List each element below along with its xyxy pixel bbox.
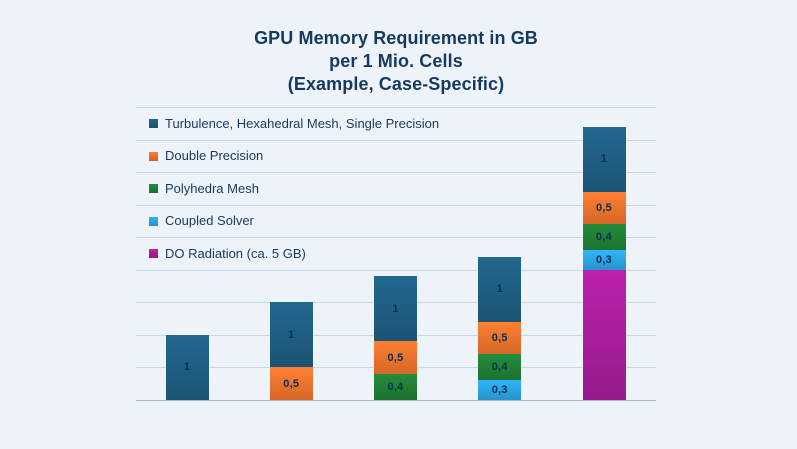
chart-title-line-2: per 1 Mio. Cells (329, 51, 463, 71)
legend-item: Polyhedra Mesh (149, 172, 259, 205)
legend-color-swatch (149, 151, 158, 161)
legend-item: Turbulence, Hexahedral Mesh, Single Prec… (149, 107, 439, 140)
bar-segment: 0,4 (478, 354, 522, 381)
chart-title-line-3: (Example, Case-Specific) (287, 74, 505, 94)
chart-title-line-1: GPU Memory Requirement in GB (254, 28, 538, 48)
segment-value-label: 0,5 (283, 377, 300, 390)
legend-item-label: DO Radiation (ca. 5 GB) (165, 245, 306, 261)
bar-segment: 0,3 (478, 380, 522, 400)
segment-value-label: 0,3 (491, 384, 508, 397)
bar-segment: 1 (165, 334, 209, 400)
segment-value-label: 0,5 (491, 332, 508, 345)
segment-value-label: 0,4 (491, 361, 508, 374)
segment-value-label: 1 (496, 283, 503, 296)
bar-segment: 0,5 (374, 341, 417, 374)
bar: 0,5 1 (269, 302, 313, 400)
segment-value-label: 0,3 (596, 254, 612, 267)
segment-value-label: 1 (183, 361, 191, 374)
legend-color-swatch (149, 249, 158, 259)
legend-color-swatch (149, 184, 158, 194)
gridline (136, 269, 656, 271)
legend-item-label: Coupled Solver (165, 213, 254, 229)
segment-value-label: 1 (600, 153, 608, 166)
gridline (136, 172, 656, 174)
legend-item: Coupled Solver (149, 205, 254, 238)
bar-segment: 1 (582, 126, 626, 192)
bar-segment: 0,5 (478, 321, 522, 355)
bar: 0,3 0,4 0,5 1 (582, 126, 626, 400)
segment-value-label: 1 (288, 328, 295, 341)
bar: 0,4 0,5 1 (374, 276, 417, 400)
legend-color-swatch (149, 119, 158, 129)
legend-color-swatch (149, 216, 158, 226)
bar: 0,3 0,4 0,5 1 (478, 256, 522, 400)
bar-segment: 1 (374, 276, 417, 342)
bar-segment: 0,4 (582, 224, 626, 251)
segment-value-label: 0,4 (387, 380, 404, 393)
legend-item-label: Double Precision (165, 148, 264, 164)
bar-segment: 1 (478, 256, 522, 322)
bar-segment: 1 (269, 302, 313, 368)
segment-value-label: 0,5 (387, 351, 404, 364)
plot-area: Turbulence, Hexahedral Mesh, Single Prec… (136, 107, 656, 401)
gridline (136, 139, 656, 141)
legend-item-label: Turbulence, Hexahedral Mesh, Single Prec… (165, 115, 440, 131)
bar-segment (582, 269, 626, 400)
legend-item: Double Precision (149, 140, 263, 173)
bar-segment: 0,4 (374, 373, 417, 400)
x-axis-baseline (136, 400, 656, 401)
legend-item-label: Polyhedra Mesh (165, 180, 259, 196)
legend-item: DO Radiation (ca. 5 GB) (149, 237, 306, 270)
gridline (136, 107, 656, 108)
chart-title: GPU Memory Requirement in GB per 1 Mio. … (6, 27, 786, 96)
bar-segment: 0,5 (269, 367, 313, 400)
gridline (136, 237, 656, 239)
segment-value-label: 0,5 (596, 201, 612, 214)
segment-value-label: 0,4 (596, 231, 612, 244)
bar-segment: 0,3 (582, 250, 626, 270)
bar: 1 (165, 334, 209, 400)
segment-value-label: 1 (392, 302, 399, 315)
bar-segment: 0,5 (582, 191, 626, 225)
gridline (136, 204, 656, 206)
